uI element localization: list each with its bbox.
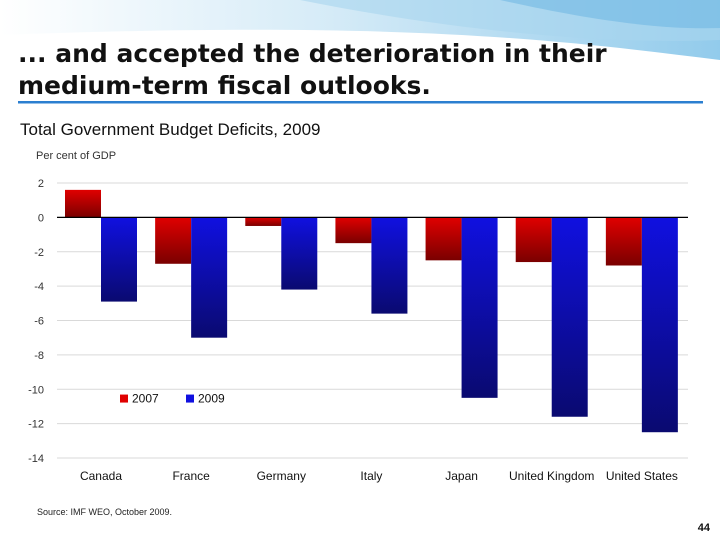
bar-chart: 2 0 -2 -4 -6 -8 -10 -12 -14 Canada France Germany I… [28,178,688,483]
y-tick-label: -6 [34,316,44,328]
legend: 2007 2009 [120,392,225,406]
y-tick-label: -8 [34,350,44,362]
y-tick-label: -14 [28,453,44,465]
bars [65,189,678,433]
y-tick-label: -12 [28,419,44,431]
bar-2007-united-kingdom [515,217,552,263]
bar-2007-canada [65,189,101,218]
slide-title: ... and accepted the deterioration in th… [18,39,607,100]
x-axis-categories: Canada France Germany Italy Japan United King… [80,469,678,483]
bar-2007-united-states [605,217,642,266]
bar-2009-germany [281,217,318,290]
bar-2009-japan [461,217,498,398]
y-tick-label: 0 [38,212,44,224]
y-tick-label: -10 [28,384,44,396]
legend-label-2009: 2009 [198,392,225,406]
bar-2009-united-kingdom [551,217,588,417]
legend-swatch-2007 [120,394,128,403]
x-tick-label: Italy [360,469,382,483]
page-number: 44 [697,522,710,534]
title-underline [18,101,703,104]
source-note: Source: IMF WEO, October 2009. [37,507,173,517]
legend-label-2007: 2007 [132,392,159,406]
bar-2009-canada [101,217,137,302]
chart-title: Total Government Budget Deficits, 2009 [20,120,321,139]
x-tick-label: Canada [80,469,122,483]
bar-2009-italy [371,217,408,314]
y-axis-ticks: 2 0 -2 -4 -6 -8 -10 -12 -14 [28,178,44,465]
x-tick-label: Germany [257,469,306,483]
bar-2007-japan [425,217,462,261]
y-tick-label: 2 [38,178,44,190]
header-banner [0,0,720,104]
y-tick-label: -2 [34,247,44,259]
x-tick-label: France [172,469,210,483]
x-tick-label: United States [606,469,678,483]
bar-2007-italy [335,217,372,244]
y-tick-label: -4 [34,281,44,293]
legend-swatch-2009 [186,394,194,403]
bar-2007-germany [245,217,282,226]
bar-2007-france [155,217,192,264]
y-axis-unit-label: Per cent of GDP [36,150,117,162]
x-tick-label: Japan [445,469,478,483]
x-tick-label: United Kingdom [509,469,594,483]
bar-2009-united-states [641,217,678,433]
bar-2009-france [191,217,228,338]
